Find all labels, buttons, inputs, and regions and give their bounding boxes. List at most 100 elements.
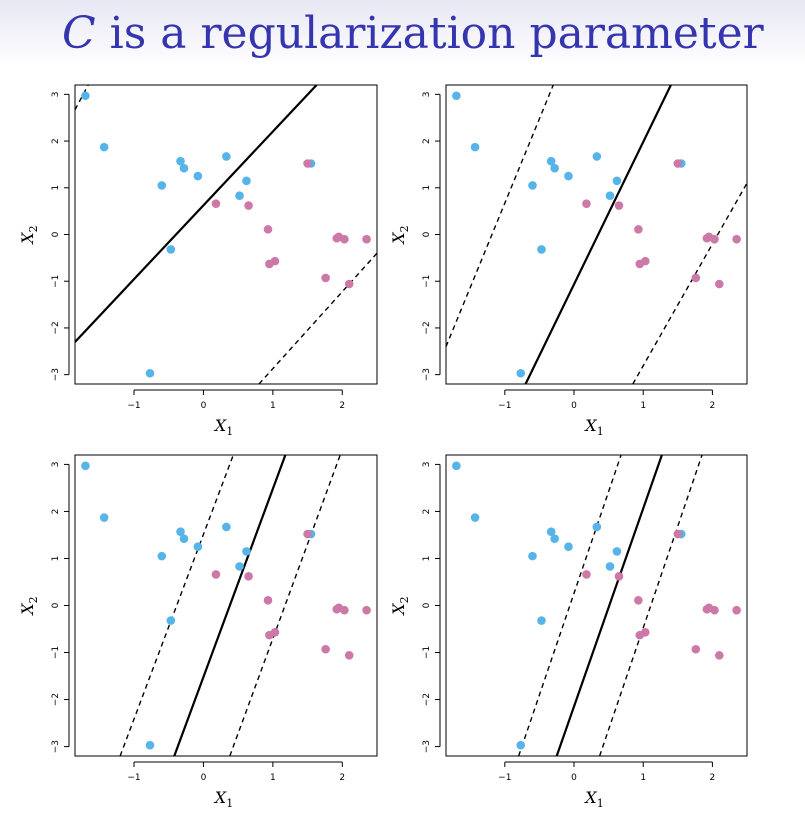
data-point-class-a bbox=[592, 152, 602, 161]
data-point-class-b bbox=[344, 651, 354, 660]
y-tick-label: 0 bbox=[51, 602, 61, 608]
margin-line bbox=[446, 85, 554, 347]
x-tick-label: 0 bbox=[571, 401, 577, 411]
data-point-class-b bbox=[270, 256, 280, 266]
x-axis-title: X1 bbox=[213, 788, 233, 810]
data-point-class-b bbox=[321, 644, 330, 654]
data-point-class-b bbox=[344, 279, 354, 289]
data-point-class-a bbox=[235, 562, 244, 571]
data-point-class-a bbox=[564, 171, 573, 181]
y-tick-label: 2 bbox=[422, 509, 432, 515]
plot-region bbox=[75, 85, 377, 384]
y-tick-label: −3 bbox=[422, 740, 432, 753]
data-point-class-b bbox=[732, 234, 741, 244]
y-tick-label: −1 bbox=[422, 646, 432, 659]
data-point-class-a bbox=[528, 551, 537, 561]
x-tick-label: 1 bbox=[270, 773, 276, 783]
data-point-class-a bbox=[612, 547, 622, 556]
y-tick-label: −2 bbox=[51, 321, 61, 334]
svm-plot-panel-1: −1 0 1 2 X1 −3 −2 −1 0 1 2 3 X2 bbox=[18, 84, 378, 438]
data-point-class-a bbox=[612, 176, 622, 186]
margin-line bbox=[229, 455, 341, 756]
x-tick-label: 1 bbox=[640, 773, 646, 783]
y-tick-label: 3 bbox=[51, 91, 61, 97]
x-axis: −1 0 1 2 bbox=[498, 389, 716, 411]
data-point-class-a bbox=[145, 740, 155, 750]
x-tick-label: 0 bbox=[201, 401, 207, 411]
y-axis: −3 −2 −1 0 1 2 3 bbox=[51, 91, 70, 381]
y-tick-label: −3 bbox=[51, 740, 61, 753]
data-point-class-b bbox=[362, 605, 371, 615]
plot-region bbox=[452, 455, 741, 756]
hyperplane-line bbox=[524, 85, 672, 384]
data-point-class-a bbox=[179, 534, 189, 544]
y-tick-label: 1 bbox=[51, 185, 61, 191]
data-point-class-b bbox=[263, 225, 273, 234]
y-tick-label: −3 bbox=[51, 368, 61, 381]
data-point-class-a bbox=[537, 616, 546, 625]
x-tick-label: 2 bbox=[339, 401, 345, 411]
data-point-class-b bbox=[263, 596, 273, 605]
data-point-class-a bbox=[592, 522, 602, 532]
data-point-class-b bbox=[710, 605, 719, 615]
x-axis: −1 0 1 2 bbox=[127, 761, 345, 783]
y-tick-label: 1 bbox=[51, 556, 61, 562]
y-tick-label: −2 bbox=[422, 321, 432, 334]
y-tick-label: −2 bbox=[422, 693, 432, 706]
x-tick-label: 2 bbox=[710, 401, 716, 411]
data-point-class-a bbox=[81, 91, 90, 101]
y-tick-label: 1 bbox=[422, 556, 432, 562]
x-axis: −1 0 1 2 bbox=[127, 389, 345, 411]
data-point-class-a bbox=[176, 527, 185, 536]
data-point-class-a bbox=[145, 368, 155, 378]
data-point-class-b bbox=[710, 234, 719, 244]
y-tick-label: 0 bbox=[422, 602, 432, 608]
data-point-class-b bbox=[362, 234, 371, 244]
data-point-class-b bbox=[582, 199, 591, 208]
data-point-class-b bbox=[614, 201, 624, 210]
x-axis-title: X1 bbox=[583, 416, 603, 438]
y-axis-title: X2 bbox=[389, 225, 411, 245]
y-tick-label: −1 bbox=[51, 275, 61, 288]
data-point-class-a bbox=[99, 142, 109, 152]
data-point-class-a bbox=[222, 152, 231, 161]
data-point-class-b bbox=[321, 273, 330, 283]
x-axis: −1 0 1 2 bbox=[498, 761, 715, 783]
data-point-class-a bbox=[605, 191, 615, 201]
y-tick-label: 0 bbox=[422, 231, 432, 237]
x-axis-title: X1 bbox=[583, 788, 603, 810]
data-point-class-a bbox=[99, 513, 109, 522]
data-point-class-a bbox=[550, 534, 559, 544]
data-point-class-a bbox=[176, 156, 185, 166]
y-tick-label: 0 bbox=[51, 231, 61, 237]
data-point-class-a bbox=[235, 191, 244, 201]
x-tick-label: 1 bbox=[640, 401, 646, 411]
margin-line bbox=[517, 455, 622, 756]
y-tick-label: −1 bbox=[422, 275, 432, 288]
data-point-class-b bbox=[582, 570, 591, 579]
data-point-class-b bbox=[211, 570, 221, 579]
x-tick-label: 0 bbox=[201, 773, 207, 783]
x-tick-label: 2 bbox=[339, 773, 345, 783]
data-point-class-a bbox=[179, 163, 189, 173]
y-axis-title: X2 bbox=[18, 596, 40, 616]
svm-plot-panel-2: −1 0 1 2 X1 −3 −2 −1 0 1 2 3 X2 bbox=[389, 84, 748, 438]
margin-line bbox=[598, 455, 703, 756]
hyperplane-line bbox=[75, 85, 318, 343]
data-point-class-b bbox=[340, 234, 349, 244]
data-point-class-b bbox=[634, 225, 643, 234]
data-point-class-b bbox=[673, 159, 683, 168]
data-point-class-a bbox=[193, 171, 203, 181]
data-point-class-a bbox=[564, 542, 573, 552]
data-point-class-b bbox=[270, 628, 280, 637]
data-point-class-a bbox=[537, 245, 546, 254]
y-tick-label: 2 bbox=[51, 509, 61, 515]
hyperplane-line bbox=[173, 455, 287, 756]
plot-region bbox=[446, 85, 747, 384]
y-tick-label: −2 bbox=[51, 693, 61, 706]
y-tick-label: −3 bbox=[422, 368, 432, 381]
margin-line bbox=[632, 182, 747, 384]
data-point-class-a bbox=[157, 551, 167, 561]
